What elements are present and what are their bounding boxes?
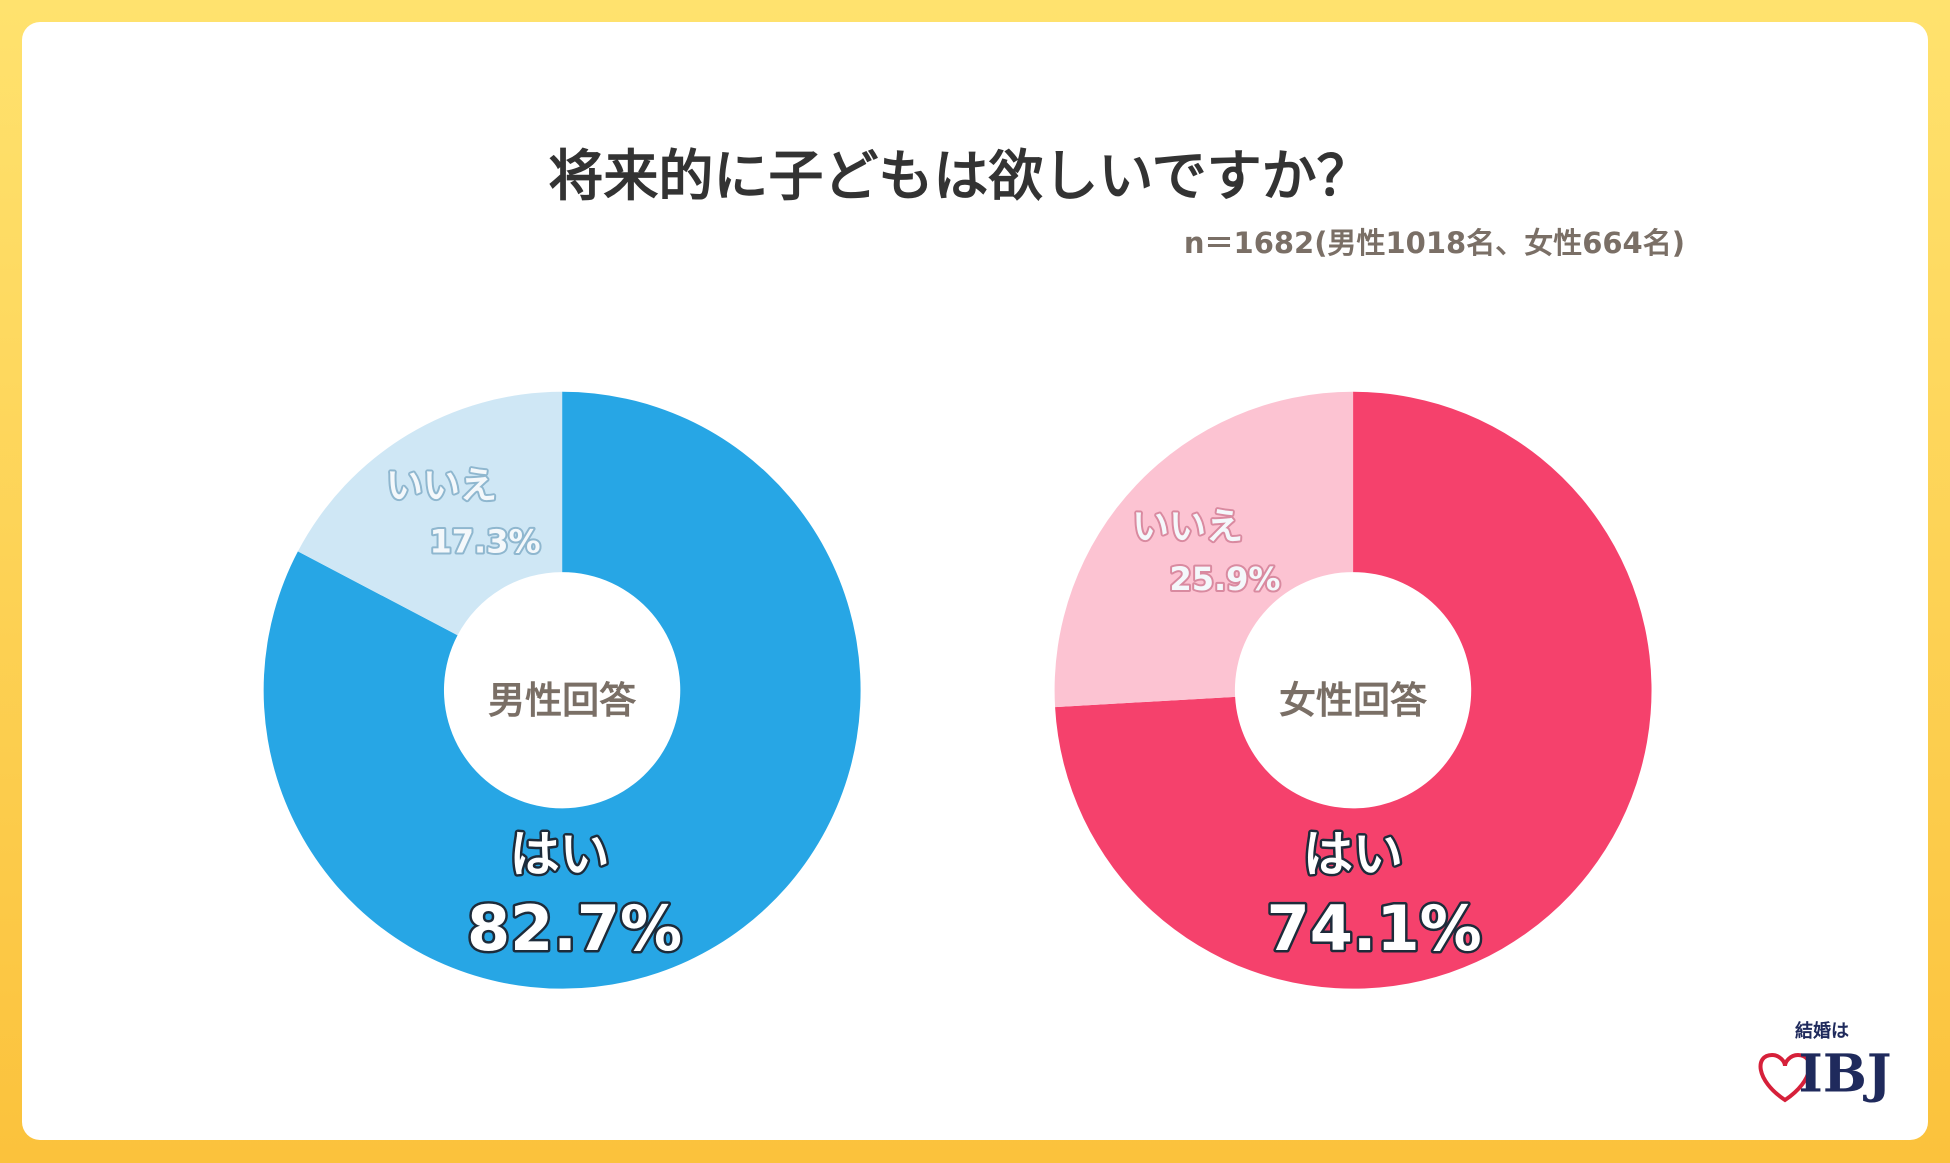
logo-brand: IBJ [1799,1044,1892,1105]
slice [1054,391,1354,708]
slice-value: 17.3% [430,522,541,560]
slice-name: いいえ [386,464,497,507]
slice-value: 82.7% [467,892,682,965]
slice-value: 25.9% [1169,560,1280,598]
slice-name: いいえ [1132,505,1243,548]
center-label: 男性回答 [488,679,637,722]
logo-heart [1758,1052,1812,1103]
slice [297,391,563,636]
slice [1055,391,1652,989]
title: 将来的に子どもは欲しいですか？ [548,144,1371,208]
subtitle: n＝1682(男性1018名、女性664名) [1184,226,1685,260]
center-label: 女性回答 [1279,679,1428,722]
slice [263,391,861,989]
slice-value: 74.1% [1267,892,1482,965]
slice-name: はい [1303,826,1403,884]
logo-tagline: 結婚は [1795,1020,1849,1042]
slice-name: はい [510,826,610,884]
